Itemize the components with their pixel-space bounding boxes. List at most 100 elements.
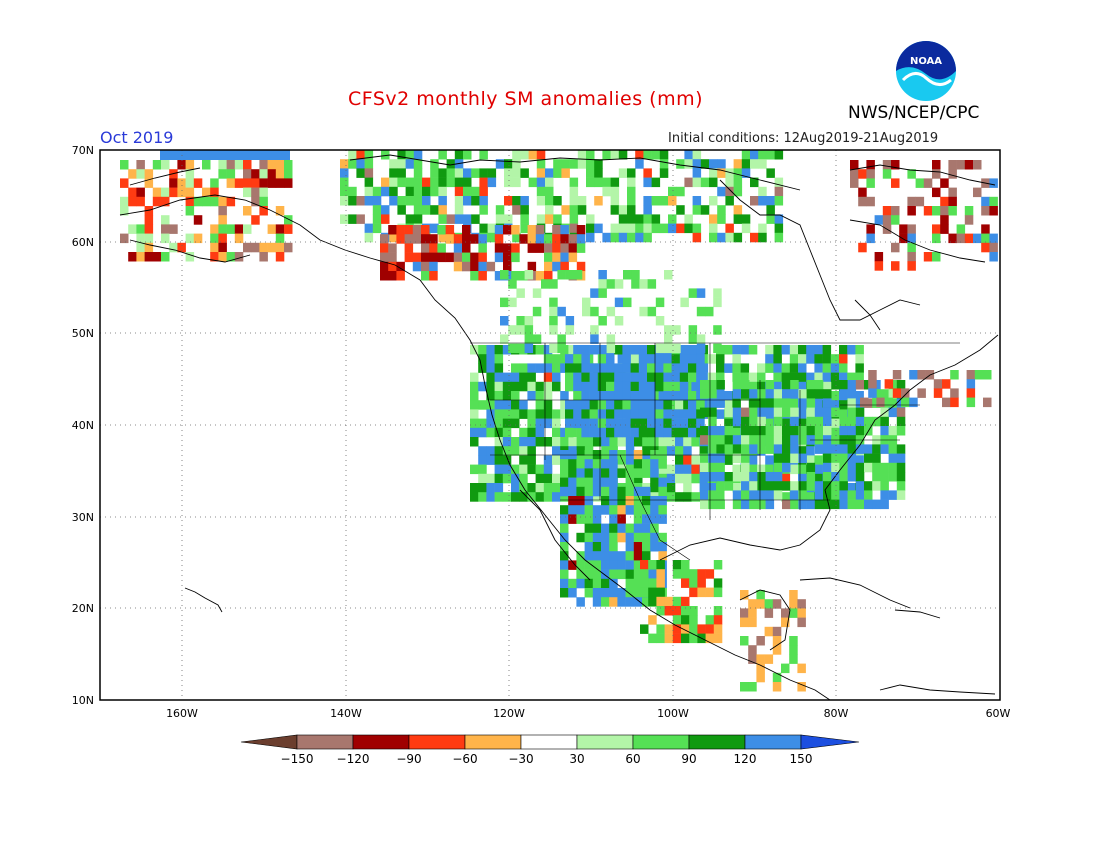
anomaly-cell bbox=[617, 597, 626, 607]
anomaly-cell bbox=[413, 150, 423, 160]
anomaly-cell bbox=[756, 654, 765, 664]
anomaly-cell bbox=[664, 270, 673, 280]
anomaly-cell bbox=[185, 160, 195, 170]
anomaly-cell bbox=[683, 483, 692, 493]
anomaly-cell bbox=[650, 514, 659, 524]
anomaly-cell bbox=[896, 407, 906, 418]
anomaly-cell bbox=[511, 363, 520, 373]
anomaly-cell bbox=[798, 409, 807, 419]
anomaly-cell bbox=[757, 472, 766, 482]
anomaly-cell bbox=[259, 196, 268, 207]
anomaly-cell bbox=[741, 426, 750, 436]
anomaly-cell bbox=[625, 551, 635, 561]
anomaly-cell bbox=[671, 418, 681, 429]
anomaly-cell bbox=[494, 243, 504, 253]
anomaly-cell bbox=[545, 205, 554, 215]
anomaly-cell bbox=[659, 168, 669, 178]
anomaly-cell bbox=[839, 426, 848, 436]
anomaly-cell bbox=[633, 505, 643, 515]
anomaly-cell bbox=[462, 243, 471, 253]
anomaly-cell bbox=[981, 196, 990, 207]
anomaly-cell bbox=[750, 232, 759, 243]
anomaly-cell bbox=[907, 252, 916, 262]
anomaly-cell bbox=[610, 177, 620, 188]
colorbar-swatch bbox=[576, 734, 634, 750]
anomaly-cell bbox=[487, 223, 497, 234]
colorbar-label: 120 bbox=[734, 752, 757, 766]
anomaly-cell bbox=[888, 490, 898, 500]
anomaly-cell bbox=[748, 455, 758, 465]
anomaly-cell bbox=[549, 297, 558, 308]
anomaly-cell bbox=[708, 499, 717, 510]
anomaly-cell bbox=[640, 624, 649, 634]
anomaly-cell bbox=[617, 486, 626, 497]
anomaly-cell bbox=[388, 243, 397, 253]
anomaly-cell bbox=[724, 472, 734, 482]
anomaly-cell bbox=[573, 354, 582, 364]
anomaly-cell bbox=[882, 169, 892, 179]
anomaly-cell bbox=[622, 354, 631, 364]
anomaly-cell bbox=[781, 372, 791, 383]
anomaly-cell bbox=[855, 345, 864, 355]
anomaly-cell bbox=[519, 446, 528, 456]
anomaly-cell bbox=[663, 400, 672, 410]
map-title: CFSv2 monthly SM anomalies (mm) bbox=[348, 88, 704, 110]
anomaly-cell bbox=[891, 215, 900, 225]
anomaly-cell bbox=[814, 490, 824, 500]
anomaly-cell bbox=[502, 345, 512, 355]
anomaly-cell bbox=[664, 334, 673, 344]
anomaly-cell bbox=[741, 150, 751, 160]
anomaly-cell bbox=[519, 492, 528, 502]
anomaly-cell bbox=[598, 270, 607, 280]
anomaly-cell bbox=[454, 177, 464, 188]
anomaly-cell bbox=[671, 381, 681, 392]
anomaly-cell bbox=[625, 468, 635, 478]
anomaly-cell bbox=[633, 532, 643, 543]
anomaly-cell bbox=[552, 381, 561, 392]
anomaly-cell bbox=[650, 483, 659, 493]
anomaly-cell bbox=[782, 389, 791, 399]
anomaly-cell bbox=[527, 391, 536, 401]
anomaly-cell bbox=[831, 380, 840, 390]
anomaly-cell bbox=[874, 261, 884, 271]
anomaly-cell bbox=[642, 437, 651, 447]
anomaly-cell bbox=[740, 608, 749, 618]
anomaly-cell bbox=[576, 532, 585, 543]
anomaly-cell bbox=[655, 409, 664, 419]
anomaly-cell bbox=[438, 168, 447, 178]
anomaly-cell bbox=[765, 426, 775, 436]
anomaly-cell bbox=[896, 490, 906, 500]
anomaly-cell bbox=[520, 168, 529, 178]
anomaly-cell bbox=[732, 345, 741, 355]
anomaly-cell bbox=[606, 400, 615, 410]
anomaly-cell bbox=[494, 354, 504, 364]
anomaly-cell bbox=[757, 481, 766, 491]
anomaly-cell bbox=[618, 232, 628, 243]
anomaly-cell bbox=[275, 233, 285, 244]
anomaly-cell bbox=[850, 178, 859, 188]
anomaly-cell bbox=[830, 400, 840, 410]
anomaly-cell bbox=[688, 409, 697, 419]
anomaly-cell bbox=[234, 224, 244, 234]
anomaly-cell bbox=[494, 437, 504, 447]
anomaly-cell bbox=[633, 468, 643, 478]
anomaly-cell bbox=[814, 416, 824, 427]
anomaly-cell bbox=[396, 271, 405, 281]
anomaly-cell bbox=[136, 242, 145, 253]
anomaly-cell bbox=[494, 418, 504, 429]
anomaly-cell bbox=[748, 372, 758, 383]
anomaly-cell bbox=[655, 363, 664, 373]
anomaly-cell bbox=[663, 409, 672, 419]
anomaly-cell bbox=[688, 391, 697, 401]
anomaly-cell bbox=[679, 372, 689, 383]
anomaly-cell bbox=[766, 205, 775, 215]
anomaly-cell bbox=[397, 205, 406, 215]
anomaly-cell bbox=[412, 252, 422, 263]
anomaly-cell bbox=[814, 426, 824, 436]
anomaly-cell bbox=[638, 400, 648, 410]
anomaly-cell bbox=[543, 483, 553, 493]
anomaly-cell bbox=[568, 234, 578, 244]
anomaly-cell bbox=[907, 196, 916, 207]
anomaly-cell bbox=[397, 159, 406, 169]
anomaly-cell bbox=[511, 464, 520, 475]
